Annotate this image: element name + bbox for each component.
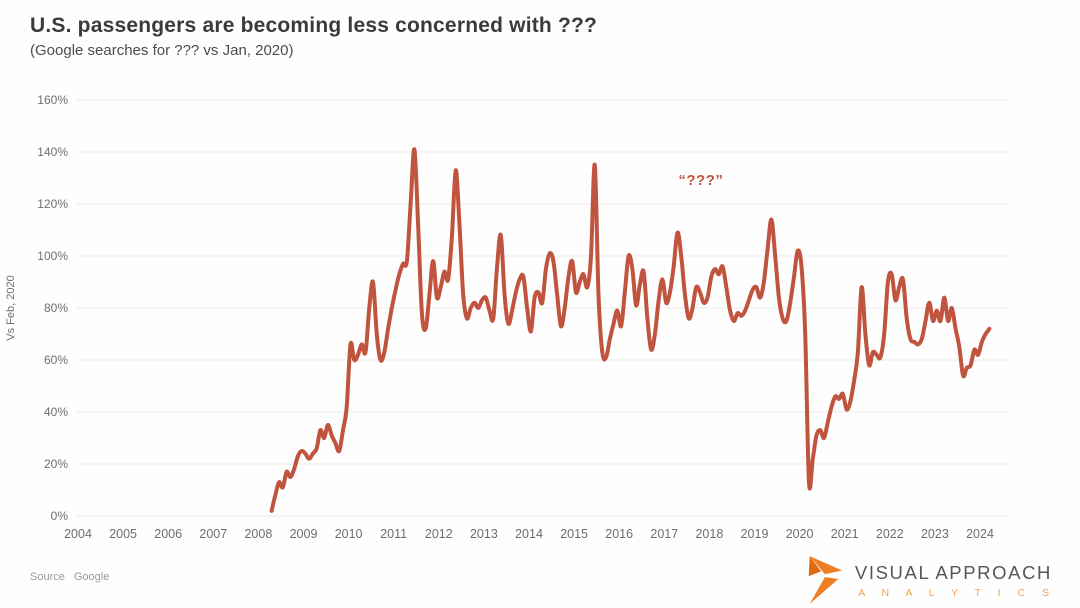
y-axis-tick-label: 80% (43, 301, 68, 315)
y-axis-tick-label: 140% (37, 145, 68, 159)
x-axis-tick-label: 2011 (380, 527, 408, 541)
x-axis-tick-label: 2006 (154, 527, 183, 541)
x-axis-tick-label: 2012 (424, 527, 453, 541)
y-axis-tick-label: 160% (37, 93, 68, 107)
x-axis-tick-label: 2023 (920, 527, 949, 541)
y-axis-tick-label: 20% (43, 457, 68, 471)
y-axis-tick-label: 60% (43, 353, 68, 367)
x-axis-tick-label: 2016 (605, 527, 634, 541)
source-note: Source Google (30, 571, 109, 583)
brand-logo-text: VISUAL APPROACH A N A L Y T I C S (855, 562, 1052, 599)
x-axis-tick-label: 2009 (289, 527, 318, 541)
y-axis-label: Vs Feb, 2020 (5, 275, 17, 341)
brand-name: VISUAL APPROACH (854, 561, 1052, 583)
y-axis-tick-label: 100% (37, 249, 68, 263)
x-axis-tick-label: 2013 (469, 527, 498, 541)
y-axis-tick-label: 0% (50, 509, 68, 523)
chart-header: U.S. passengers are becoming less concer… (30, 14, 597, 59)
x-axis-tick-label: 2024 (966, 527, 994, 541)
chart-annotation: “???” (678, 171, 724, 189)
page-title: U.S. passengers are becoming less concer… (30, 14, 598, 37)
x-axis-tick-label: 2010 (334, 527, 363, 541)
x-axis-tick-label: 2007 (199, 527, 228, 541)
x-axis-tick-label: 2014 (515, 527, 543, 541)
x-axis-tick-label: 2019 (740, 527, 769, 541)
x-axis-tick-label: 2017 (650, 527, 679, 541)
brand-logo: VISUAL APPROACH A N A L Y T I C S (803, 556, 1052, 604)
x-axis-tick-label: 2021 (830, 527, 859, 541)
source-value: Google (73, 571, 110, 583)
source-label: Source (30, 571, 65, 583)
page-subtitle: (Google searches for ??? vs Jan, 2020) (30, 42, 294, 59)
x-axis-tick-label: 2022 (875, 527, 904, 541)
brand-tagline: A N A L Y T I C S (858, 586, 1056, 599)
series-line-google-search-interest (269, 147, 992, 513)
y-axis-tick-label: 120% (37, 197, 68, 211)
y-axis-tick-label: 40% (43, 405, 68, 419)
x-axis-tick-label: 2008 (244, 527, 273, 541)
x-axis-tick-label: 2004 (64, 527, 92, 541)
x-axis-tick-label: 2018 (695, 527, 724, 541)
x-axis-tick-label: 2005 (109, 527, 137, 541)
visual-approach-bird-icon (808, 556, 843, 604)
x-axis-tick-label: 2015 (560, 527, 588, 541)
x-axis-tick-label: 2020 (785, 527, 814, 541)
